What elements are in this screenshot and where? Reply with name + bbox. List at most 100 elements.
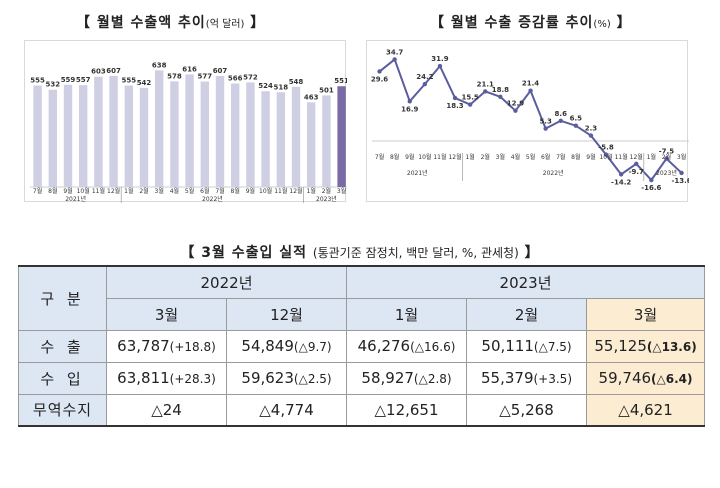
bar [307,102,316,187]
point-value-label: 34.7 [386,48,403,56]
point-value-label: -16.6 [641,184,661,192]
point-value-label: 21.4 [522,80,539,88]
x-tick-label: 9월 [405,153,414,161]
row-label: 수 입 [18,361,107,395]
table-cell-current: 59,746(△6.4) [586,361,706,395]
table-cell: △12,651 [346,393,468,427]
x-tick-label: 11월 [615,153,628,161]
x-tick-label: 1월 [647,153,656,161]
bar-value-label: 463 [304,93,319,101]
x-tick-label: 7월 [556,153,565,161]
x-tick-label: 10월 [259,187,272,195]
bar [170,81,179,187]
x-tick-label: 8월 [390,153,399,161]
bar-value-label: 542 [137,79,152,87]
bar [246,82,255,187]
point-value-label: 8.6 [555,110,568,118]
bar [155,70,164,187]
year-group-label: 2022년 [543,169,564,177]
point-value-label: -14.2 [611,178,631,186]
point-value-label: 15.5 [462,94,479,102]
table-row-balance: 무역수지 △24 △4,774 △12,651 △5,268 △4,621 [18,393,706,427]
x-tick-label: 7월 [33,187,42,195]
x-tick-label: 1월 [124,187,133,195]
bar [291,86,301,187]
year-group-label: 2021년 [407,169,428,177]
point-value-label: -13.6 [671,177,689,185]
bar-value-label: 501 [319,86,334,94]
data-point [452,95,458,101]
bar-value-label: 559 [61,76,76,84]
table-cell: 59,623(△2.5) [225,361,348,395]
bar-value-label: 532 [45,81,60,89]
month-header: 2월 [466,297,588,331]
x-tick-label: 1월 [465,153,474,161]
point-value-label: 21.1 [477,80,494,88]
x-tick-label: 9월 [586,153,595,161]
x-tick-label: 10월 [77,187,90,195]
bar [139,87,149,187]
table-cell: 58,927(△2.8) [346,361,468,395]
bar-value-label: 607 [106,67,121,75]
point-value-label: 24.2 [416,73,433,81]
bar [79,85,88,187]
bar-value-label: 555 [121,77,136,85]
bar [322,95,331,187]
x-tick-label: 12월 [630,153,643,161]
table-cell: 54,849(△9.7) [225,329,348,363]
x-tick-label: 8월 [571,153,580,161]
x-tick-label: 5월 [185,187,194,195]
bar [337,86,346,187]
x-tick-label: 6월 [200,187,209,195]
x-tick-label: 11월 [274,187,287,195]
bar [109,76,118,187]
x-tick-label: 3월 [337,187,346,195]
table-cell-current: △4,621 [586,393,706,427]
table-cell: 50,111(△7.5) [466,329,588,363]
bar [215,76,225,187]
x-tick-label: 9월 [63,187,72,195]
x-tick-label: 12월 [448,153,461,161]
point-value-label: 6.5 [570,115,583,123]
x-tick-label: 3월 [496,153,505,161]
bar [200,81,209,187]
line-chart: 29.6 34.7 16.9 24.2 31.9 18.315.5 21.118.8 12.9… [371,48,689,192]
table-cell: 63,787(+18.8) [106,329,227,363]
bar-value-label: 572 [243,73,258,81]
bar-value-label: 616 [182,65,197,73]
row-label: 수 출 [18,329,107,363]
x-tick-label: 2월 [481,153,490,161]
data-point [437,63,443,69]
table-cell: △5,268 [466,393,588,427]
table-cell: △24 [106,393,227,427]
bar [276,92,285,187]
x-tick-label: 11월 [433,153,446,161]
data-point [407,99,412,104]
x-tick-label: 2월 [662,153,671,161]
bar-chart-panel: 555 532 559 557 603 607 555 542 638 578 616 577 607 5… [24,40,347,203]
bar-value-label: 555 [30,77,45,85]
trade-performance-table: 구 분 2022년 2023년 3월 12월 1월 2월 3월 수 출 63,7… [18,265,706,427]
bar [124,85,133,187]
table-row-import: 수 입 63,811(+28.3) 59,623(△2.5) 58,927(△2… [18,361,706,395]
line-chart-panel: 29.6 34.7 16.9 24.2 31.9 18.3 15.5 21.1 18.8 12.9… [366,40,689,202]
bar [185,74,194,187]
data-point [618,172,624,177]
x-tick-label: 4월 [170,187,179,195]
data-point [543,126,548,131]
x-tick-label: 8월 [231,187,240,195]
bar-value-label: 518 [273,83,288,91]
table-cell: 46,276(△16.6) [346,329,468,363]
point-value-label: 18.3 [446,102,463,110]
x-tick-label: 5월 [526,153,535,161]
line-chart-title: 【 월별 수출 증감률 추이(%) 】 [430,15,632,31]
x-tick-label: 7월 [375,153,384,161]
x-tick-label: 10월 [418,153,431,161]
data-point [392,57,397,62]
x-tick-label: 10월 [599,153,612,161]
point-value-label: 2.3 [585,125,598,133]
x-tick-label: 7월 [215,187,224,195]
table-cell: 55,379(+3.5) [466,361,588,395]
x-tick-label: 4월 [511,153,520,161]
